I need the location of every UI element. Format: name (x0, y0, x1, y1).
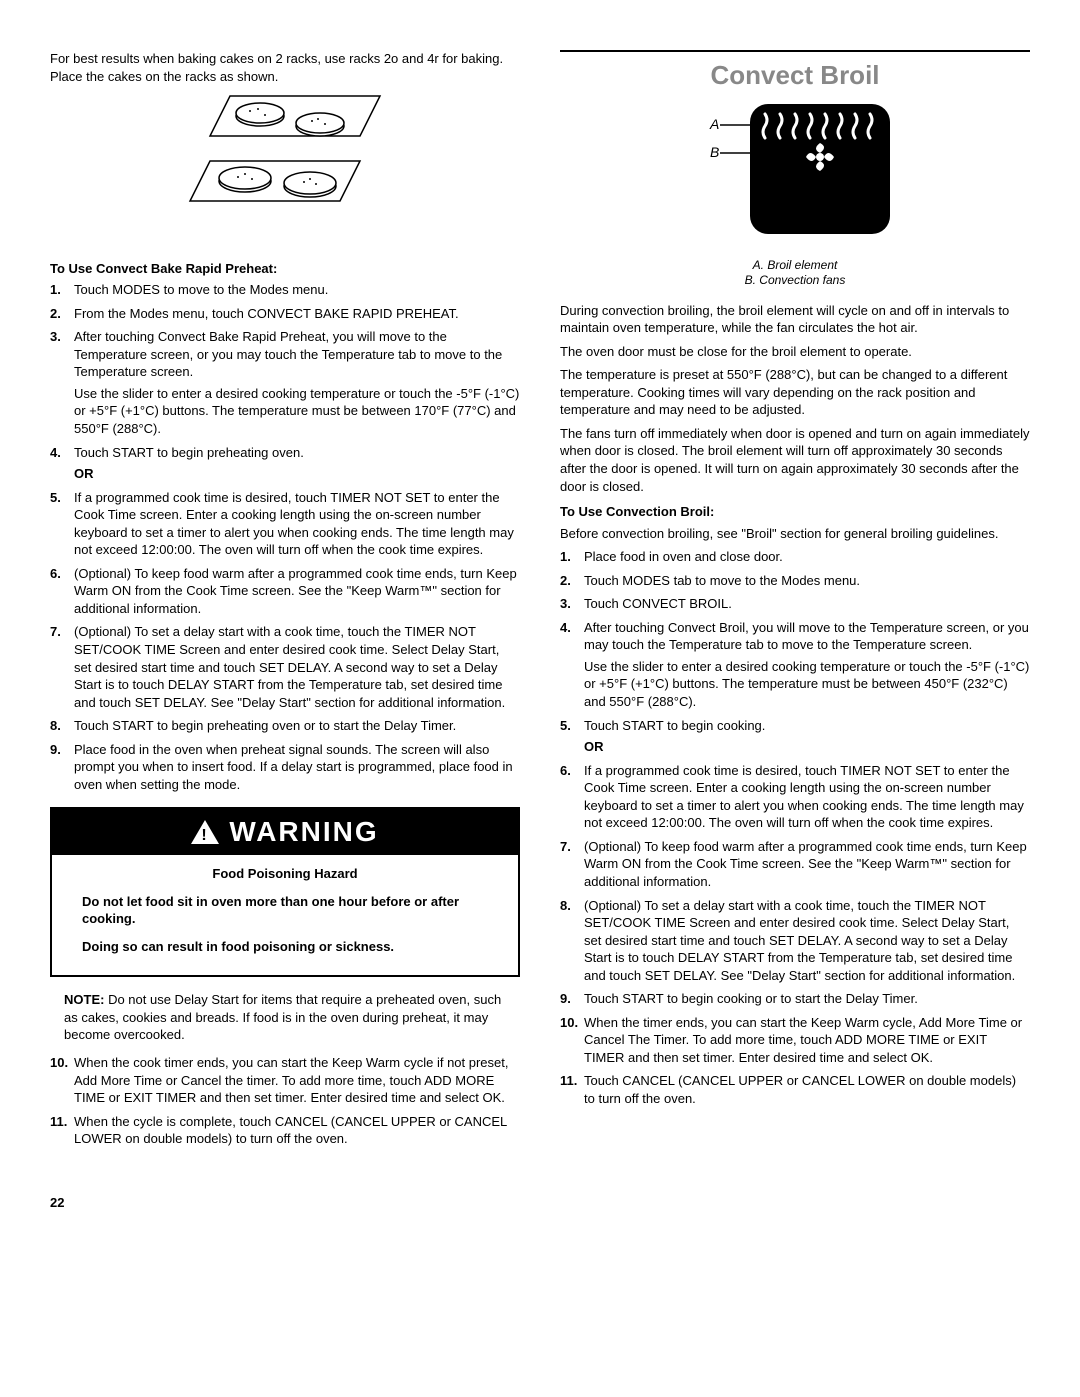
steps-list-2: 10.When the cook timer ends, you can sta… (50, 1054, 520, 1148)
step: If a programmed cook time is desired, to… (584, 762, 1030, 832)
para: The oven door must be close for the broi… (560, 343, 1030, 361)
step: If a programmed cook time is desired, to… (74, 489, 520, 559)
warning-header: WARNING (52, 809, 518, 855)
step: Touch CONVECT BROIL. (584, 595, 1030, 613)
step: Touch START to begin preheating oven. OR (74, 444, 520, 483)
right-column: Convect Broil A B (560, 50, 1030, 1154)
note: NOTE: Do not use Delay Start for items t… (50, 991, 520, 1044)
diagram-legend: A. Broil element B. Convection fans (560, 258, 1030, 288)
rack-diagram (50, 91, 520, 246)
heading-convect-bake: To Use Convect Bake Rapid Preheat: (50, 260, 520, 278)
broil-diagram: A B (560, 99, 1030, 288)
warning-title: Food Poisoning Hazard (82, 865, 488, 883)
steps-list-1: 1.Touch MODES to move to the Modes menu.… (50, 281, 520, 793)
step: (Optional) To keep food warm after a pro… (584, 838, 1030, 891)
pre-text: Before convection broiling, see "Broil" … (560, 525, 1030, 543)
step: Touch CANCEL (CANCEL UPPER or CANCEL LOW… (584, 1072, 1030, 1107)
page-number: 22 (50, 1194, 1030, 1212)
label-b: B (710, 144, 719, 160)
step: Touch MODES tab to move to the Modes men… (584, 572, 1030, 590)
warning-icon (191, 820, 219, 844)
section-title: Convect Broil (560, 58, 1030, 93)
step: (Optional) To keep food warm after a pro… (74, 565, 520, 618)
heading-convection-broil: To Use Convection Broil: (560, 503, 1030, 521)
label-a: A (709, 116, 719, 132)
step: When the timer ends, you can start the K… (584, 1014, 1030, 1067)
step: (Optional) To set a delay start with a c… (584, 897, 1030, 985)
step: After touching Convect Bake Rapid Prehea… (74, 328, 520, 437)
step: Place food in oven and close door. (584, 548, 1030, 566)
step: From the Modes menu, touch CONVECT BAKE … (74, 305, 520, 323)
intro-text: For best results when baking cakes on 2 … (50, 50, 520, 85)
step: When the cook timer ends, you can start … (74, 1054, 520, 1107)
para: The temperature is preset at 550°F (288°… (560, 366, 1030, 419)
step: Touch START to begin cooking. OR (584, 717, 1030, 756)
warning-line: Doing so can result in food poisoning or… (82, 938, 488, 956)
step: After touching Convect Broil, you will m… (584, 619, 1030, 711)
step: When the cycle is complete, touch CANCEL… (74, 1113, 520, 1148)
step: (Optional) To set a delay start with a c… (74, 623, 520, 711)
para: During convection broiling, the broil el… (560, 302, 1030, 337)
step: Touch START to begin preheating oven or … (74, 717, 520, 735)
left-column: For best results when baking cakes on 2 … (50, 50, 520, 1154)
step: Touch MODES to move to the Modes menu. (74, 281, 520, 299)
para: The fans turn off immediately when door … (560, 425, 1030, 495)
step: Place food in the oven when preheat sign… (74, 741, 520, 794)
warning-line: Do not let food sit in oven more than on… (82, 893, 488, 928)
steps-list-right: 1.Place food in oven and close door. 2.T… (560, 548, 1030, 1107)
warning-box: WARNING Food Poisoning Hazard Do not let… (50, 807, 520, 977)
step: Touch START to begin cooking or to start… (584, 990, 1030, 1008)
